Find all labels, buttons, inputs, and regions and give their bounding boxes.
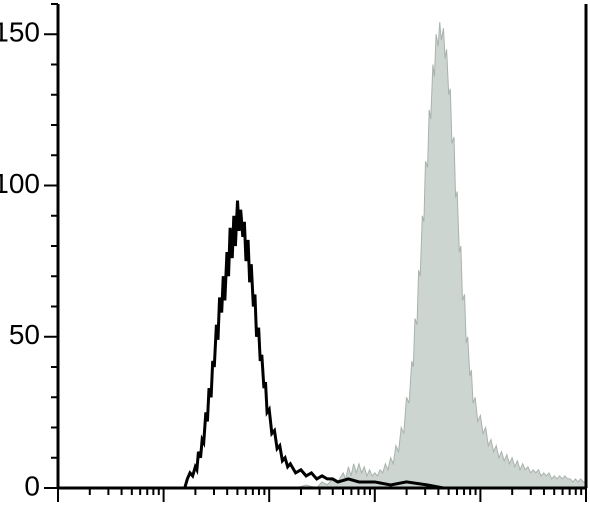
histogram-svg: 0 50 100 150: [0, 0, 590, 529]
y-tick-label: 150: [0, 17, 40, 48]
flow-cytometry-histogram: 0 50 100 150: [0, 0, 590, 529]
y-tick-label: 0: [24, 470, 40, 501]
y-tick-label: 100: [0, 168, 40, 199]
y-tick-label: 50: [9, 319, 40, 350]
